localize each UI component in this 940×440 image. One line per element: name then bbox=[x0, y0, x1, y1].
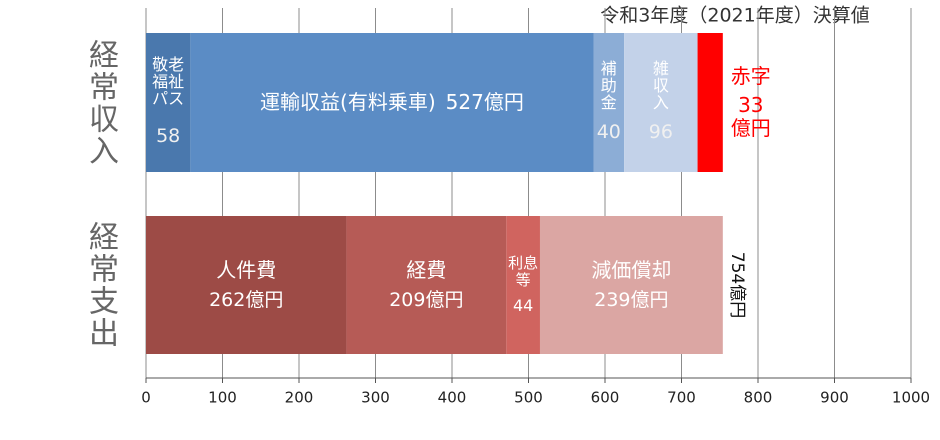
segment-label: 補助金 40 bbox=[594, 33, 625, 172]
bar-segment bbox=[146, 33, 191, 172]
bar-segment bbox=[624, 33, 698, 172]
segment-label: 赤字 33億円 bbox=[723, 33, 779, 172]
segment-name: 敬老福祉パス bbox=[152, 55, 185, 108]
segment-name: 減価償却 bbox=[591, 257, 672, 282]
bar-segment bbox=[539, 216, 723, 354]
segment-name: 補助金 bbox=[600, 59, 617, 112]
x-tick-label: 800 bbox=[744, 389, 773, 407]
x-tick-label: 600 bbox=[591, 389, 620, 407]
segment-name: 雑収入 bbox=[652, 59, 669, 112]
value-label: 33億円 bbox=[730, 93, 771, 140]
x-tick-label: 0 bbox=[141, 389, 151, 407]
value-label: 527億円 bbox=[445, 90, 524, 114]
segment-label: 利息等 44 bbox=[506, 216, 540, 354]
category-label: 経常収入 bbox=[83, 38, 118, 167]
segment-name: 赤字 bbox=[730, 64, 771, 88]
value-label: 239億円 bbox=[594, 288, 669, 311]
segment-label: 利息等 44 bbox=[506, 216, 540, 354]
x-tick-label: 700 bbox=[667, 389, 696, 407]
bar-segment bbox=[146, 216, 347, 354]
value-label: 209億円 bbox=[389, 288, 464, 311]
segment-label: 人件費 262億円 bbox=[146, 216, 346, 354]
bar-segment bbox=[506, 216, 540, 354]
bar-segment bbox=[190, 33, 594, 172]
segment-label: 敬老福祉パス 58 bbox=[146, 33, 190, 172]
segment-label: 減価償却 239億円 bbox=[540, 216, 723, 354]
value-label: 58 bbox=[156, 124, 181, 147]
x-tick-label: 300 bbox=[361, 389, 390, 407]
category-label: 経常支出 bbox=[83, 221, 118, 349]
x-tick-label: 100 bbox=[208, 389, 237, 407]
segment-label: 人件費 262億円 bbox=[146, 216, 346, 354]
segment-label: 経費 209億円 bbox=[346, 216, 506, 354]
segment-name: 人件費 bbox=[216, 257, 277, 282]
segment-name: 利息等 bbox=[508, 253, 539, 289]
x-tick-label: 900 bbox=[820, 389, 849, 407]
bar-segment bbox=[346, 216, 507, 354]
total-label: 754億円 bbox=[727, 252, 747, 318]
segment-label: 赤字 33億円 bbox=[723, 33, 779, 172]
chart-title: 令和3年度（2021年度）決算値 bbox=[600, 5, 869, 27]
bar-segment bbox=[593, 33, 625, 172]
segment-label: 運輸収益(有料乗車) 527億円 bbox=[190, 33, 593, 172]
category-label: 経常支出 bbox=[83, 221, 118, 349]
segment-label: 補助金 40 bbox=[594, 33, 625, 172]
segment-label: 敬老福祉パス 58 bbox=[146, 33, 190, 172]
category-label: 経常収入 bbox=[83, 38, 118, 167]
segment-label: 雑収入 96 bbox=[624, 33, 697, 172]
segment-name: 運輸収益(有料乗車) bbox=[260, 90, 436, 114]
segment-label: 雑収入 96 bbox=[624, 33, 697, 172]
x-tick-label: 400 bbox=[438, 389, 467, 407]
segment-name: 経費 bbox=[406, 257, 447, 282]
segment-label: 運輸収益(有料乗車) 527億円 bbox=[190, 33, 593, 172]
value-label: 262億円 bbox=[209, 288, 284, 311]
value-label: 96 bbox=[648, 120, 673, 143]
x-tick-label: 500 bbox=[514, 389, 543, 407]
x-tick-label: 200 bbox=[285, 389, 314, 407]
segment-label: 減価償却 239億円 bbox=[540, 216, 723, 354]
bar-segment bbox=[697, 33, 723, 172]
x-tick-label: 1000 bbox=[892, 389, 930, 407]
value-label: 44 bbox=[512, 296, 534, 316]
value-label: 40 bbox=[596, 120, 621, 143]
segment-label: 経費 209億円 bbox=[346, 216, 506, 354]
